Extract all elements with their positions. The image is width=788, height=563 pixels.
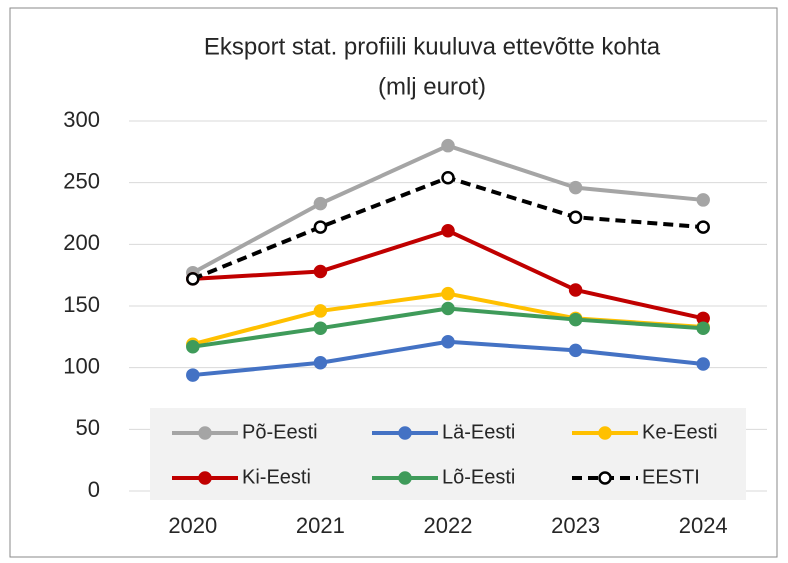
legend-label: Lõ-Eesti — [442, 466, 515, 488]
data-point — [186, 368, 200, 382]
x-tick-label: 2021 — [296, 513, 345, 538]
data-point — [186, 339, 200, 354]
legend-label: Ki-Eesti — [242, 466, 311, 488]
data-point — [441, 286, 455, 301]
legend-box — [150, 408, 746, 500]
y-tick-label: 0 — [88, 477, 100, 502]
data-point — [696, 193, 710, 207]
x-tick-label: 2020 — [168, 513, 217, 538]
data-point — [568, 283, 583, 297]
y-tick-label: 150 — [63, 292, 100, 317]
legend-label: EESTI — [642, 466, 700, 488]
chart-title: (mlj eurot) — [378, 73, 486, 100]
y-tick-label: 250 — [63, 168, 100, 193]
data-point — [441, 138, 455, 153]
data-point — [696, 220, 710, 234]
data-point — [568, 343, 583, 358]
y-tick-label: 50 — [76, 415, 100, 440]
data-point — [313, 220, 328, 234]
y-tick-label: 300 — [63, 107, 100, 132]
legend-marker — [398, 426, 412, 440]
data-point — [313, 355, 328, 370]
data-point — [568, 312, 583, 327]
legend-marker — [598, 471, 612, 485]
y-tick-label: 100 — [63, 353, 100, 378]
data-point — [568, 210, 583, 224]
data-point — [568, 180, 583, 195]
data-point — [441, 224, 455, 238]
data-point — [441, 170, 455, 185]
data-point — [313, 321, 328, 335]
x-tick-label: 2023 — [551, 513, 600, 538]
data-point — [441, 335, 455, 349]
data-point — [313, 304, 328, 318]
data-point — [696, 321, 710, 335]
data-point — [441, 301, 455, 316]
legend-marker — [398, 471, 412, 485]
legend-marker — [198, 471, 212, 485]
chart-title: Eksport stat. profiili kuuluva ettevõtte… — [204, 33, 661, 60]
data-point — [313, 196, 328, 211]
legend-label: Lä-Eesti — [442, 421, 515, 443]
data-point — [186, 272, 200, 286]
legend-marker — [598, 426, 612, 440]
legend-marker — [198, 426, 212, 440]
x-tick-label: 2022 — [424, 513, 473, 538]
data-point — [313, 264, 328, 279]
x-tick-label: 2024 — [679, 513, 728, 538]
legend-label: Põ-Eesti — [242, 421, 318, 443]
y-tick-label: 200 — [63, 230, 100, 255]
data-point — [696, 357, 710, 371]
legend-label: Ke-Eesti — [642, 421, 718, 443]
